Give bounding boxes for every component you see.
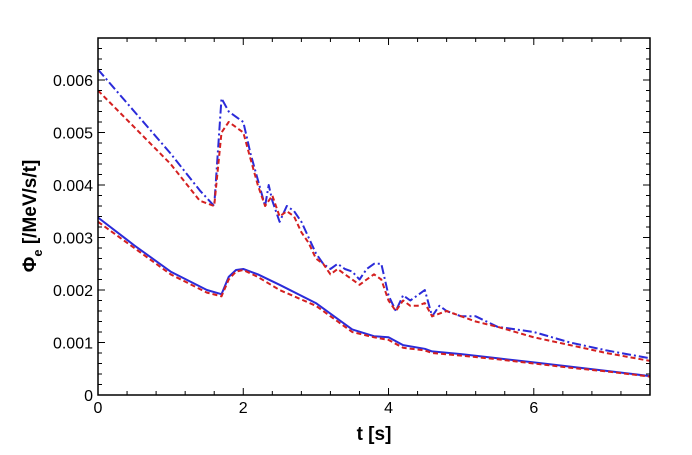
y-tick-label: 0.001 bbox=[53, 336, 93, 353]
y-tick-label: 0.003 bbox=[53, 231, 93, 248]
y-tick-label: 0.005 bbox=[53, 126, 93, 143]
series-line-3 bbox=[97, 216, 651, 378]
x-axis-label: t [s] bbox=[357, 424, 392, 445]
series-line-2 bbox=[97, 89, 651, 362]
y-tick-label: 0.002 bbox=[53, 283, 93, 300]
y-axis-label: Φe [/MeV/s/t] bbox=[20, 160, 45, 273]
y-tick-label: 0 bbox=[84, 388, 93, 405]
x-tick-label: 6 bbox=[529, 400, 538, 417]
ticks-layer: 0 2 4 6 0 0.001 0.002 0.003 0.004 0.005 0.006 bbox=[53, 37, 650, 417]
y-axis-label-main: Φ bbox=[20, 256, 41, 272]
series-line-4 bbox=[97, 220, 651, 378]
y-tick-label: 0.006 bbox=[53, 73, 93, 90]
y-tick-label: 0.004 bbox=[53, 178, 93, 195]
series-layer bbox=[97, 68, 651, 378]
y-axis-label-rest: [/MeV/s/t] bbox=[20, 160, 41, 250]
x-tick-label: 4 bbox=[384, 400, 393, 417]
x-tick-label: 0 bbox=[94, 400, 103, 417]
series-line-1 bbox=[97, 68, 651, 360]
y-axis-label-sub: e bbox=[30, 249, 45, 256]
x-tick-label: 2 bbox=[239, 400, 248, 417]
plot-frame bbox=[97, 37, 651, 396]
